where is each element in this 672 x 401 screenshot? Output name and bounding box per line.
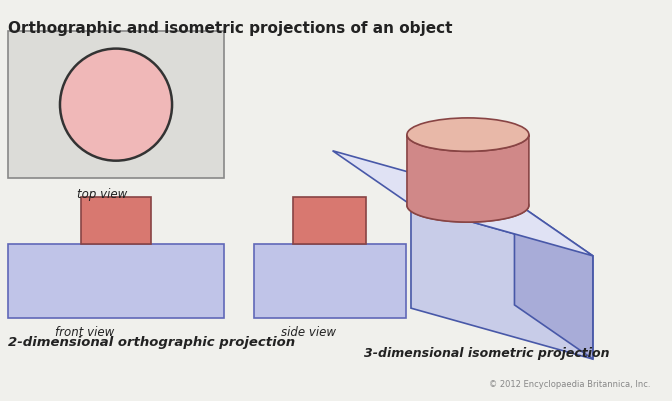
Bar: [293, 197, 366, 244]
Bar: [253, 244, 406, 318]
Bar: [8, 244, 224, 318]
Polygon shape: [407, 135, 529, 222]
Bar: [8, 31, 224, 178]
Bar: [81, 197, 151, 244]
Text: 2-dimensional orthographic projection: 2-dimensional orthographic projection: [8, 336, 295, 349]
Text: Orthographic and isometric projections of an object: Orthographic and isometric projections o…: [8, 21, 452, 36]
Polygon shape: [411, 205, 593, 359]
Text: front view: front view: [56, 326, 115, 339]
Ellipse shape: [60, 49, 172, 161]
Ellipse shape: [407, 118, 529, 151]
Text: © 2012 Encyclopaedia Britannica, Inc.: © 2012 Encyclopaedia Britannica, Inc.: [489, 380, 651, 389]
Ellipse shape: [407, 189, 529, 222]
Text: top view: top view: [77, 188, 127, 201]
Text: 3-dimensional isometric projection: 3-dimensional isometric projection: [364, 348, 610, 360]
Text: side view: side view: [281, 326, 336, 339]
Polygon shape: [333, 151, 593, 256]
Polygon shape: [515, 202, 593, 359]
